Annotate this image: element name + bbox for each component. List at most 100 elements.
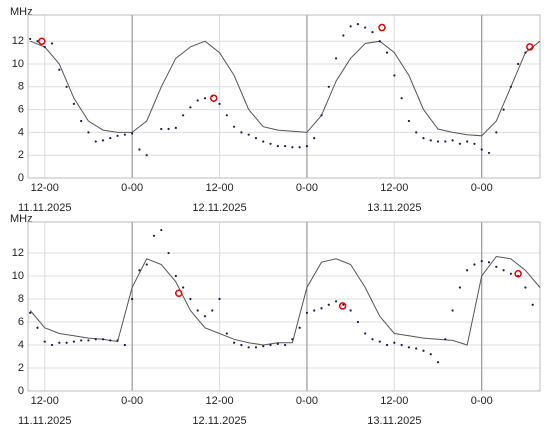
- y-tick-label: 0: [18, 385, 24, 397]
- y-axis-label: MHz: [10, 6, 33, 18]
- y-tick-label: 10: [12, 270, 24, 282]
- highlight-point: [514, 269, 522, 278]
- x-tick-label: 0-00: [296, 395, 318, 407]
- x-tick-label: 12-00: [380, 395, 408, 407]
- data-dot: [320, 114, 323, 117]
- data-dot: [182, 286, 185, 289]
- data-dot: [466, 269, 469, 272]
- data-dot: [349, 25, 352, 28]
- data-dot: [451, 309, 454, 312]
- data-dot: [109, 137, 112, 140]
- data-dot: [145, 154, 148, 157]
- data-dot: [444, 338, 447, 341]
- data-dot: [305, 144, 309, 148]
- y-axis-label: MHz: [10, 213, 33, 225]
- highlight-point: [378, 23, 386, 32]
- data-dot: [276, 342, 279, 345]
- data-dot: [480, 259, 483, 263]
- data-dot: [400, 97, 403, 100]
- data-dot: [72, 102, 75, 106]
- data-dot: [495, 265, 498, 268]
- data-dot: [393, 341, 396, 344]
- data-dot: [276, 144, 279, 148]
- data-dot: [116, 134, 119, 137]
- data-dot: [87, 339, 90, 342]
- data-dot: [196, 309, 199, 312]
- data-dot: [65, 341, 68, 344]
- data-dot: [189, 106, 192, 109]
- data-dot: [101, 139, 105, 142]
- data-dot: [407, 346, 411, 349]
- data-dot: [407, 119, 411, 123]
- data-dot: [334, 300, 338, 303]
- data-dot: [291, 338, 294, 341]
- data-dot: [298, 326, 301, 329]
- plot-frame: [27, 14, 541, 179]
- data-dot: [203, 97, 207, 100]
- x-tick-label: 0-00: [471, 182, 493, 194]
- data-dot: [101, 338, 105, 341]
- data-dot: [436, 361, 440, 364]
- y-tick-label: 2: [18, 362, 24, 374]
- data-dot: [182, 114, 185, 117]
- y-tick-label: 12: [12, 35, 24, 47]
- data-dot: [342, 34, 345, 37]
- data-dot: [291, 146, 294, 149]
- data-dot: [167, 251, 170, 255]
- data-dot: [451, 139, 454, 142]
- data-dot: [240, 343, 243, 347]
- data-dot: [80, 339, 83, 342]
- data-dot: [334, 57, 338, 60]
- data-dot: [502, 108, 505, 111]
- data-dot: [371, 30, 374, 34]
- data-dot: [29, 37, 32, 41]
- highlight-point: [175, 289, 183, 298]
- data-dot: [218, 297, 221, 301]
- data-dot: [473, 142, 476, 145]
- data-dot: [36, 326, 39, 329]
- data-dot: [509, 85, 512, 88]
- data-dot: [152, 234, 156, 237]
- data-dot: [313, 309, 316, 312]
- data-dot: [174, 274, 177, 278]
- data-dot: [247, 133, 250, 136]
- data-dot: [189, 297, 192, 301]
- y-tick-label: 0: [18, 172, 24, 184]
- y-tick-label: 6: [18, 104, 24, 116]
- data-dot: [480, 148, 483, 151]
- median-line: [29, 255, 541, 346]
- x-tick-label: 12-00: [31, 395, 59, 407]
- data-dot: [313, 137, 316, 140]
- data-dot: [240, 131, 243, 134]
- data-dot: [320, 307, 323, 310]
- data-dot: [123, 133, 126, 136]
- data-dot: [495, 131, 498, 134]
- x-tick-label: 12-00: [31, 182, 59, 194]
- data-dot: [524, 286, 527, 289]
- data-dot: [327, 303, 330, 306]
- median-line: [30, 40, 541, 137]
- data-dot: [298, 146, 301, 149]
- data-dot: [356, 23, 360, 26]
- y-tick-label: 2: [18, 149, 24, 161]
- data-dot: [364, 332, 367, 335]
- data-dot: [94, 338, 97, 341]
- data-dot: [349, 309, 352, 312]
- date-label: 12.11.2025: [192, 202, 246, 214]
- data-dot: [262, 345, 265, 348]
- data-dot: [87, 131, 90, 134]
- y-tick-label: 6: [18, 316, 24, 328]
- data-dot: [385, 51, 389, 54]
- data-dot: [487, 151, 491, 155]
- panel: MHz 0 2 4 6 8 10 12 12-00 0-00 12-00 0-00 12-00 0-00 1…: [10, 213, 541, 427]
- data-dot: [36, 40, 39, 43]
- x-tick-label: 12-00: [205, 182, 233, 194]
- data-dot: [458, 142, 461, 145]
- data-dot: [378, 340, 381, 343]
- data-dot: [247, 346, 250, 349]
- data-dot: [487, 261, 491, 264]
- y-tick-label: 8: [18, 293, 24, 305]
- data-dot: [531, 303, 534, 306]
- data-dot: [283, 343, 287, 347]
